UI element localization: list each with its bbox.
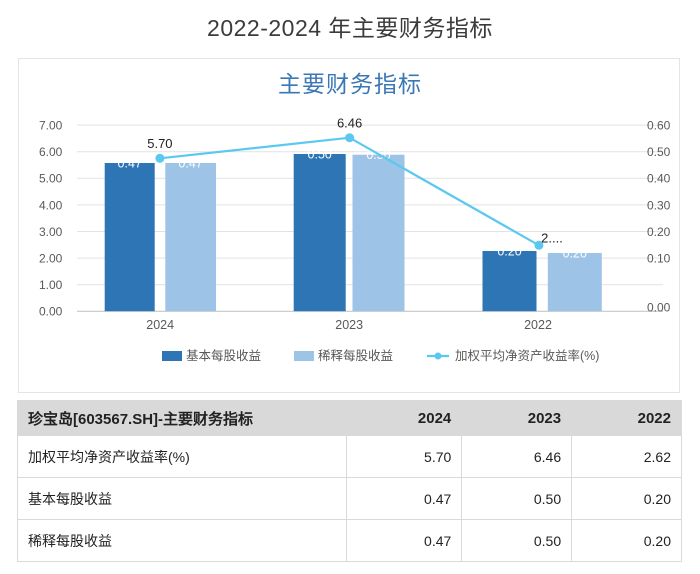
svg-text:基本每股收益: 基本每股收益 (186, 348, 261, 363)
svg-text:0.50: 0.50 (308, 148, 332, 162)
svg-text:2022: 2022 (524, 318, 552, 332)
svg-text:0.00: 0.00 (39, 305, 63, 319)
svg-text:0.20: 0.20 (647, 225, 671, 239)
svg-text:稀释每股收益: 稀释每股收益 (318, 348, 393, 363)
svg-text:0.00: 0.00 (647, 301, 671, 315)
svg-text:0.20: 0.20 (497, 245, 521, 259)
svg-text:4.00: 4.00 (39, 198, 63, 212)
svg-text:6.46: 6.46 (337, 116, 362, 131)
svg-text:7.00: 7.00 (39, 119, 63, 133)
svg-text:0.30: 0.30 (647, 198, 671, 212)
svg-text:0.50: 0.50 (647, 145, 671, 159)
svg-text:2023: 2023 (335, 318, 363, 332)
svg-text:1.00: 1.00 (39, 278, 63, 292)
svg-text:0.47: 0.47 (178, 157, 202, 171)
svg-text:0.47: 0.47 (118, 157, 142, 171)
svg-text:0.60: 0.60 (647, 119, 671, 133)
svg-text:5.70: 5.70 (147, 136, 172, 151)
svg-text:6.00: 6.00 (39, 145, 63, 159)
svg-text:加权平均净资产收益率(%): 加权平均净资产收益率(%) (455, 348, 599, 363)
svg-text:0.20: 0.20 (563, 247, 587, 261)
svg-text:3.00: 3.00 (39, 225, 63, 239)
svg-text:0.40: 0.40 (647, 172, 671, 186)
svg-text:2....: 2.... (541, 230, 563, 245)
svg-text:2.00: 2.00 (39, 252, 63, 266)
svg-text:0.10: 0.10 (647, 252, 671, 266)
svg-text:5.00: 5.00 (39, 172, 63, 186)
svg-text:2024: 2024 (146, 318, 174, 332)
